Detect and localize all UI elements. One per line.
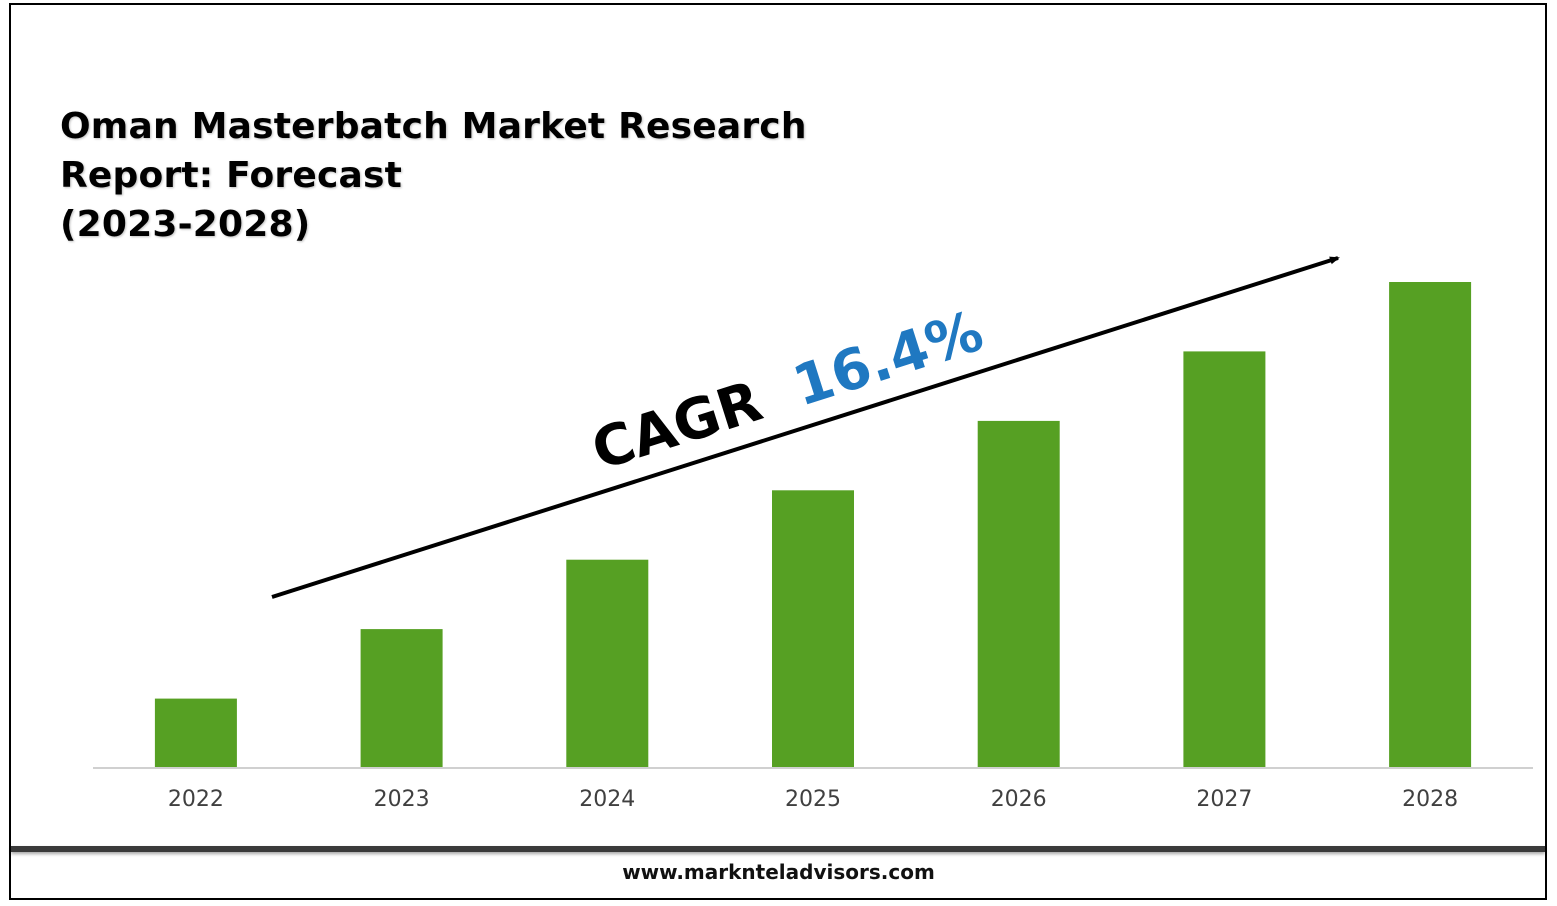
x-tick-label-2028: 2028 [1402, 787, 1458, 812]
bar-2024 [566, 559, 649, 768]
bar-2027 [1183, 351, 1266, 768]
bar-2026 [977, 420, 1060, 768]
bar-2023 [360, 629, 443, 768]
bar-2022 [154, 698, 237, 768]
x-tick-label-2026: 2026 [991, 787, 1047, 812]
bars-group [154, 282, 1472, 768]
cagr-annotation: CAGR 16.4% [585, 299, 991, 484]
footer-url[interactable]: www.marknteladvisors.com [622, 860, 935, 884]
title-line-2: Report: Forecast [60, 155, 403, 196]
x-tick-label-2027: 2027 [1196, 787, 1252, 812]
x-tick-label-2025: 2025 [785, 787, 841, 812]
x-tick-label-2023: 2023 [374, 787, 430, 812]
trend-arrow [271, 256, 1340, 599]
bar-2028 [1389, 282, 1472, 768]
x-tick-label-2022: 2022 [168, 787, 224, 812]
x-tick-label-2024: 2024 [579, 787, 635, 812]
chart-title: Oman Masterbatch Market Research Report:… [60, 102, 807, 249]
title-line-1: Oman Masterbatch Market Research [60, 106, 807, 147]
title-line-3: (2023-2028) [60, 204, 311, 245]
bar-2025 [772, 490, 854, 768]
x-tick-labels: 2022 2023 2024 2025 2026 2027 2028 [168, 787, 1458, 812]
footer-divider [11, 846, 1545, 852]
